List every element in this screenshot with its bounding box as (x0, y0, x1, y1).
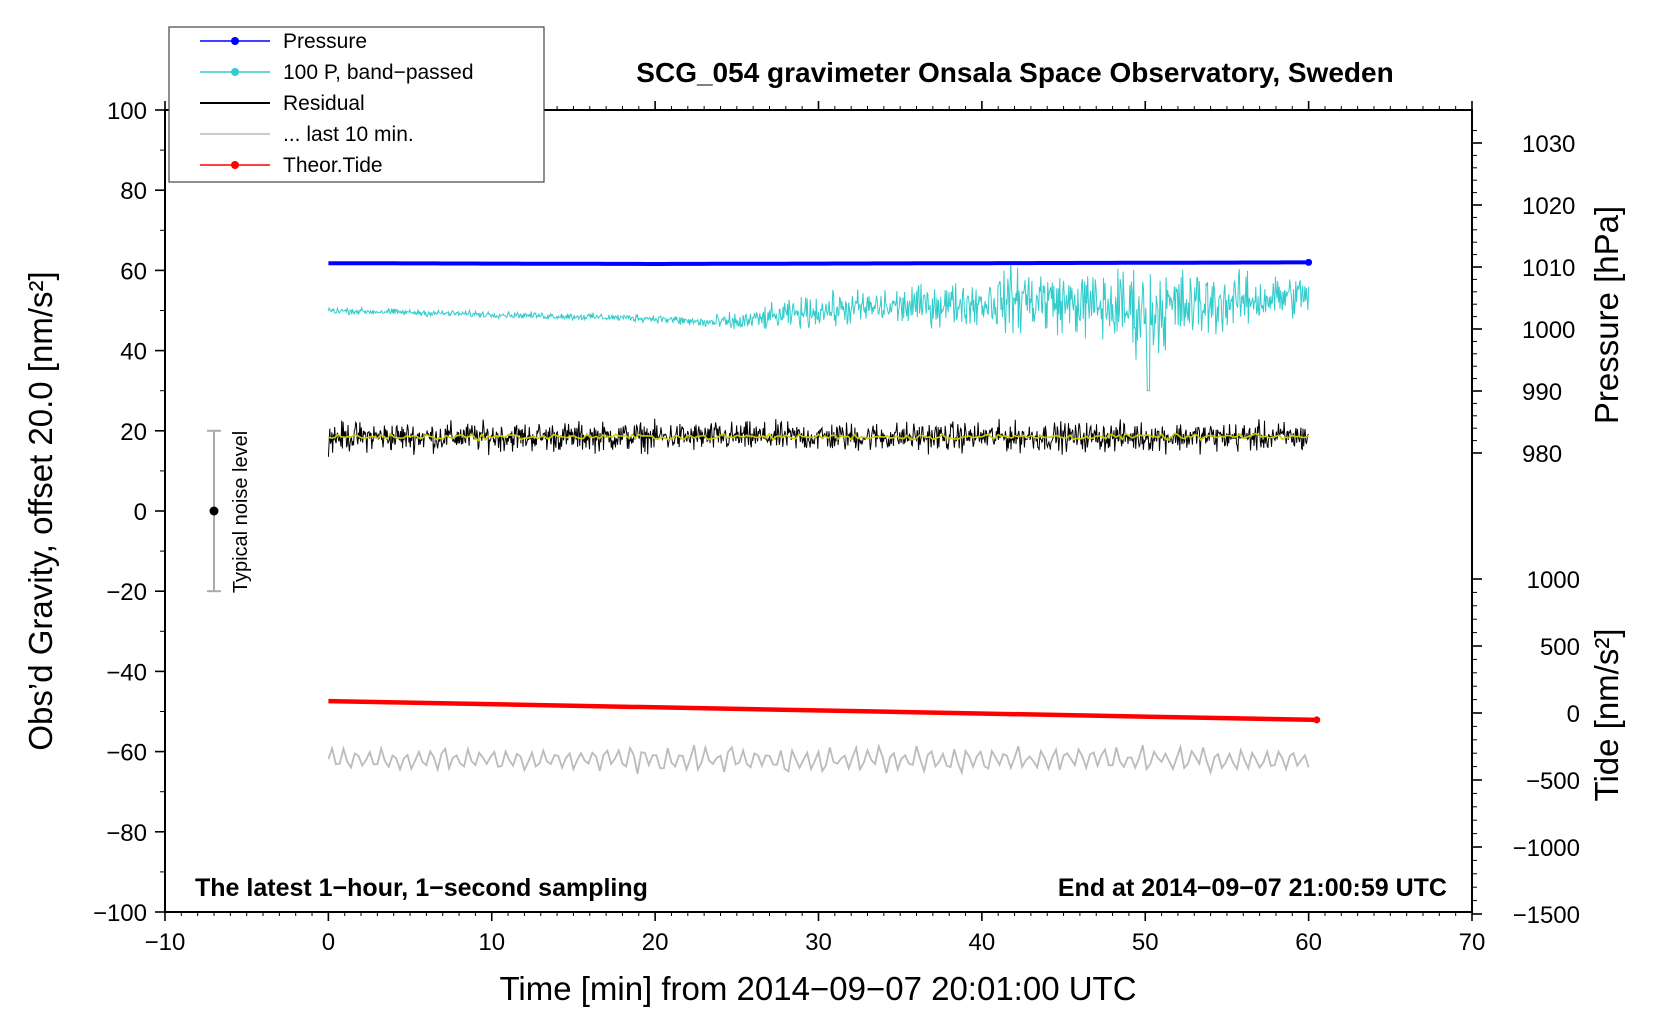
y-tick-label: 20 (120, 419, 147, 446)
legend-label: 100 P, band−passed (283, 61, 474, 84)
plot-frame (164, 109, 1473, 913)
y-axis-tide-label: Tide [nm/s²] (1588, 629, 1625, 802)
series-last-10-min (327, 743, 1310, 776)
x-tick-label: 10 (478, 929, 505, 956)
y-tick-label: 100 (107, 98, 147, 125)
tide-tick-label: −500 (1526, 768, 1580, 795)
legend-marker (231, 161, 239, 169)
legend-marker (231, 68, 239, 76)
x-tick-label: 60 (1295, 929, 1322, 956)
pressure-tick-label: 980 (1522, 441, 1562, 468)
x-tick-label: 30 (805, 929, 832, 956)
legend-label: Theor.Tide (283, 154, 383, 177)
y-tick-label: −20 (106, 579, 147, 606)
y-tick-label: −60 (106, 740, 147, 767)
noise-bar-center-dot (209, 506, 219, 516)
series-residual-smoothed (328, 432, 1309, 442)
series-pressure (328, 260, 1309, 266)
series-residual (327, 418, 1309, 457)
x-tick-label: 70 (1459, 929, 1486, 956)
pressure-tick-label: 1020 (1522, 193, 1575, 220)
legend-label: Residual (283, 92, 365, 115)
y-tick-label: 40 (120, 339, 147, 366)
x-tick-label: −10 (145, 929, 186, 956)
x-tick-label: 0 (322, 929, 335, 956)
pressure-tick-label: 1000 (1522, 317, 1575, 344)
legend: Pressure 100 P, band−passed Residual ... la… (168, 26, 545, 183)
legend-label: Pressure (283, 30, 367, 53)
tide-tick-label: 0 (1567, 701, 1580, 728)
y-tick-label: 0 (134, 499, 147, 526)
tide-tick-label: −1000 (1513, 835, 1580, 862)
y-axis-left-label: Obs’d Gravity, offset 20.0 [nm/s²] (22, 271, 59, 750)
y-axis-pressure-label: Pressure [hPa] (1588, 206, 1625, 424)
y-tick-label: −40 (106, 659, 147, 686)
y-axis-pressure: 1030 1020 1010 1000 990 980 (1472, 130, 1575, 468)
y-tick-label: −100 (93, 900, 147, 927)
x-axis: −10 0 10 20 30 40 50 60 70 (145, 101, 1486, 956)
pressure-tick-label: 1010 (1522, 255, 1575, 282)
noise-indicator (207, 429, 222, 593)
tide-tick-label: 1000 (1527, 567, 1580, 594)
note-left: The latest 1−hour, 1−second sampling (195, 874, 648, 902)
chart-title: SCG_054 gravimeter Onsala Space Observat… (636, 57, 1393, 88)
y-axis-left: 100 80 60 40 20 0 −20 −40 −60 −80 −100 (93, 98, 165, 927)
series-tide-end-marker (1313, 716, 1321, 724)
noise-label: Typical noise level (230, 431, 252, 593)
pressure-tick-label: 1030 (1522, 131, 1575, 158)
y-tick-label: 60 (120, 258, 147, 285)
x-tick-label: 50 (1132, 929, 1159, 956)
tide-tick-label: −1500 (1513, 902, 1580, 929)
x-tick-label: 20 (642, 929, 669, 956)
x-tick-label: 40 (969, 929, 996, 956)
y-tick-label: −80 (106, 820, 147, 847)
series-pressure-end-marker (1305, 258, 1313, 266)
tide-tick-label: 500 (1540, 634, 1580, 661)
series-theor-tide (328, 698, 1317, 723)
pressure-tick-label: 990 (1522, 379, 1562, 406)
y-tick-label: 80 (120, 178, 147, 205)
y-axis-tide: 1000 500 0 −500 −1000 −1500 (1472, 567, 1580, 929)
series-100p-band-passed (327, 262, 1310, 392)
legend-label: ... last 10 min. (283, 123, 414, 146)
series-layer (327, 258, 1321, 776)
note-right: End at 2014−09−07 21:00:59 UTC (1058, 874, 1447, 902)
legend-box (168, 26, 545, 183)
x-axis-label: Time [min] from 2014−09−07 20:01:00 UTC (499, 970, 1136, 1007)
legend-marker (231, 37, 239, 45)
